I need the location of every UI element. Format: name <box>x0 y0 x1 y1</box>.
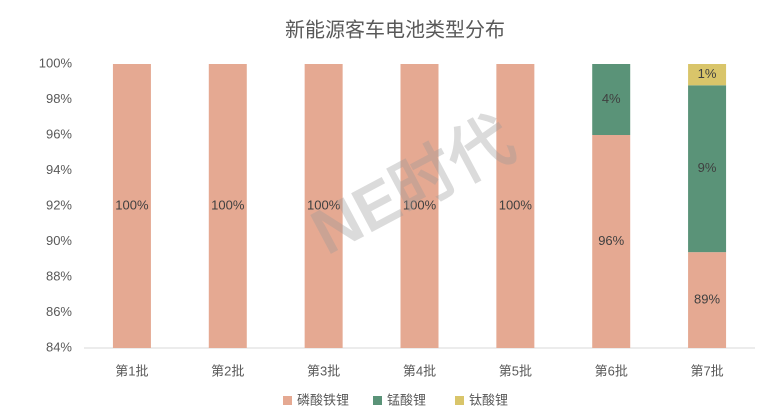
bar-segment <box>688 252 727 348</box>
x-tick-label: 第4批 <box>403 363 436 378</box>
x-tick-label: 第1批 <box>115 363 148 378</box>
value-label: 1% <box>698 66 717 81</box>
y-tick-label: 94% <box>46 162 72 177</box>
bar-segment <box>592 64 631 135</box>
legend-swatch <box>373 396 382 405</box>
y-tick-label: 100% <box>39 55 73 70</box>
legend-label: 磷酸铁锂 <box>297 392 349 407</box>
y-tick-label: 92% <box>46 197 72 212</box>
legend-label: 锰酸锂 <box>387 392 426 407</box>
bar-segment <box>400 64 439 348</box>
x-tick-label: 第6批 <box>595 363 628 378</box>
x-tick-label: 第7批 <box>690 363 723 378</box>
y-tick-label: 98% <box>46 91 72 106</box>
value-label: 100% <box>307 197 341 212</box>
bar-segment <box>688 85 727 253</box>
y-tick-label: 84% <box>46 339 72 354</box>
bar-segment <box>592 135 631 348</box>
value-label: 100% <box>403 197 437 212</box>
x-tick-label: 第5批 <box>499 363 532 378</box>
legend-label: 钛酸锂 <box>469 392 508 407</box>
bar-segment <box>688 64 727 86</box>
x-tick-label: 第3批 <box>307 363 340 378</box>
y-tick-label: 88% <box>46 268 72 283</box>
value-label: 100% <box>499 197 533 212</box>
value-label: 100% <box>115 197 149 212</box>
legend-swatch <box>455 396 464 405</box>
y-tick-label: 90% <box>46 233 72 248</box>
chart-title: 新能源客车电池类型分布 <box>285 18 505 41</box>
value-label: 9% <box>698 160 717 175</box>
x-tick-label: 第2批 <box>211 363 244 378</box>
bar-segment <box>496 64 535 348</box>
bar-segment <box>112 64 151 348</box>
bar-segment <box>304 64 343 348</box>
value-label: 100% <box>211 197 245 212</box>
value-label: 89% <box>694 292 720 307</box>
y-tick-label: 86% <box>46 304 72 319</box>
value-label: 4% <box>602 91 621 106</box>
value-label: 96% <box>598 233 624 248</box>
legend-swatch <box>283 396 292 405</box>
bar-segment <box>208 64 247 348</box>
y-tick-label: 96% <box>46 126 72 141</box>
